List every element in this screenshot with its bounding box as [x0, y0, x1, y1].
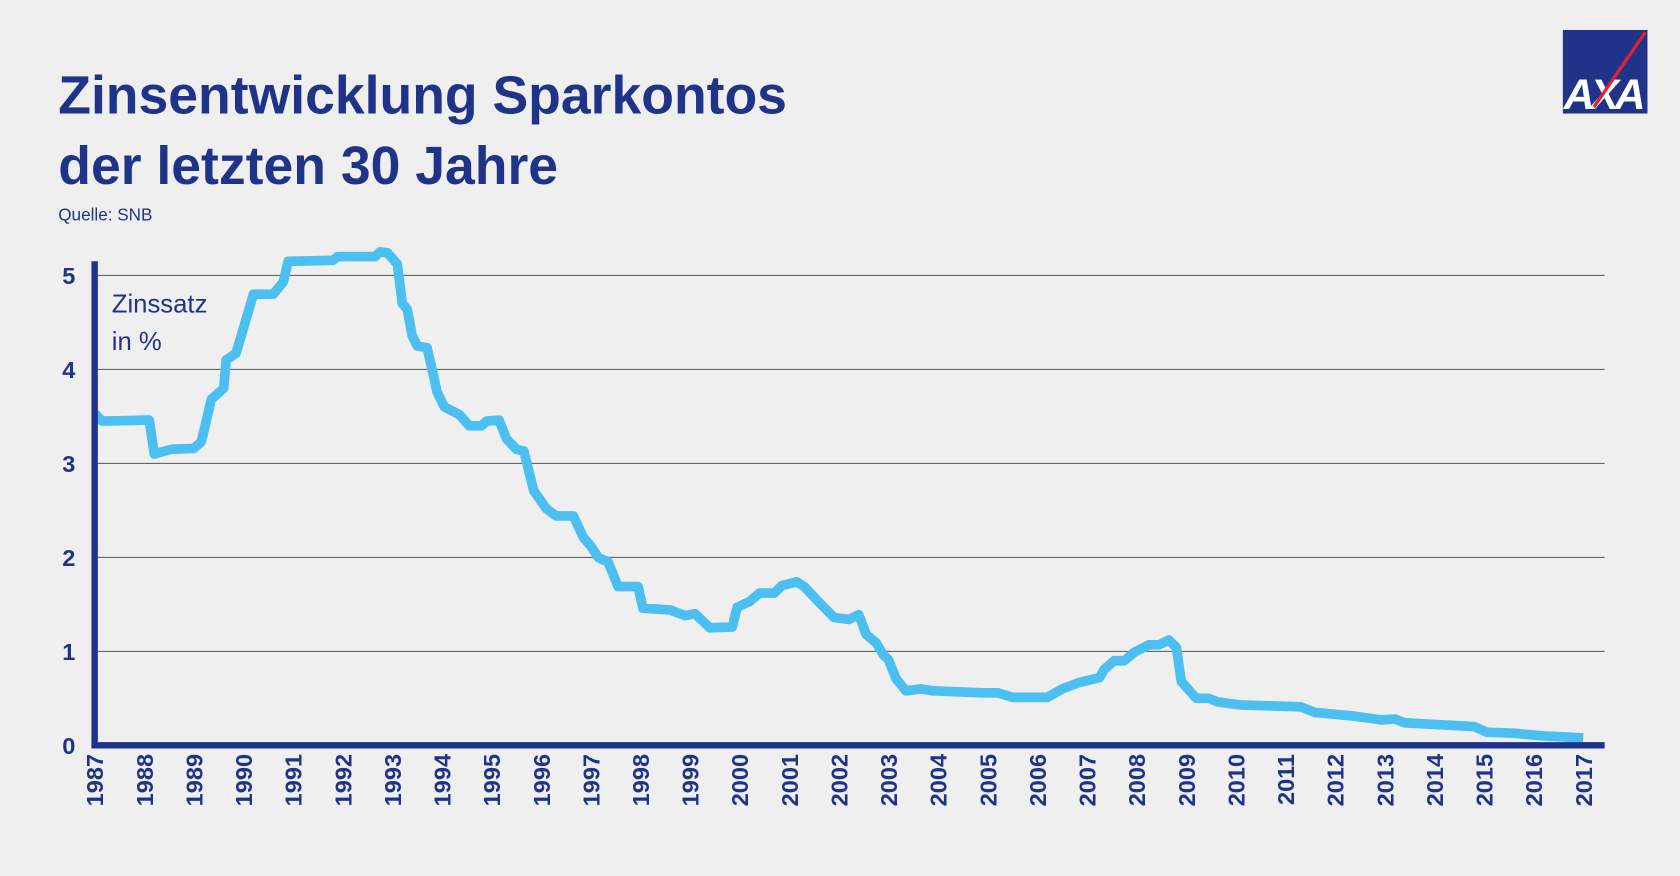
x-tick-label: 2015 [1472, 754, 1498, 806]
x-tick-label: 1997 [578, 754, 604, 806]
source: Quelle: SNB [58, 205, 152, 225]
y-tick-label: 1 [62, 639, 75, 665]
logo: AXA [1562, 29, 1648, 119]
x-tick-label: 2013 [1372, 754, 1398, 806]
y-tick-label: 3 [62, 451, 75, 477]
x-tick-label: 2001 [777, 754, 803, 806]
logo-slash [1592, 31, 1647, 108]
x-tick-label: 2011 [1273, 754, 1299, 805]
x-tick-label: 2014 [1422, 754, 1448, 806]
x-tick-label: 1996 [529, 754, 555, 806]
logo-box [1562, 29, 1648, 114]
x-tick-label: 2005 [975, 754, 1001, 806]
y-axis-label: in % [112, 328, 162, 356]
x-tick-label: 1993 [380, 754, 406, 806]
x-tick-label: 2007 [1075, 754, 1101, 806]
logo-text: AXA [1563, 71, 1643, 119]
chart-title: Zinsentwicklung Sparkontos [58, 67, 787, 126]
chart-title: der letzten 30 Jahre [58, 137, 558, 196]
x-tick-label: 2012 [1323, 754, 1349, 806]
y-tick-label: 4 [62, 357, 75, 383]
x-tick-label: 2016 [1521, 754, 1547, 806]
x-tick-label: 1998 [628, 754, 654, 806]
x-tick-label: 2008 [1124, 754, 1150, 806]
x-tick-label: 2003 [876, 754, 902, 806]
x-tick-label: 2006 [1025, 754, 1051, 806]
x-tick-label: 2017 [1571, 754, 1597, 806]
x-tick-label: 1992 [330, 754, 356, 806]
y-tick-label: 0 [62, 733, 75, 759]
x-tick-label: 1991 [281, 754, 307, 806]
x-tick-label: 1995 [479, 754, 505, 806]
x-tick-label: 1999 [678, 754, 704, 806]
y-tick-label: 5 [62, 263, 75, 289]
y-tick-label: 2 [62, 545, 75, 571]
x-tick-label: 1990 [231, 754, 257, 806]
x-tick-label: 1994 [430, 754, 456, 806]
x-tick-label: 2000 [727, 754, 753, 806]
x-tick-label: 1989 [181, 754, 207, 806]
y-axis-label: Zinssatz [112, 291, 208, 319]
x-tick-label: 2009 [1174, 754, 1200, 806]
x-tick-label: 1988 [132, 754, 158, 806]
line [91, 247, 1584, 743]
x-tick-label: 2002 [826, 754, 852, 806]
x-tick-label: 1987 [82, 754, 108, 806]
x-tick-label: 2004 [926, 754, 952, 806]
x-tick-label: 2010 [1223, 754, 1249, 806]
